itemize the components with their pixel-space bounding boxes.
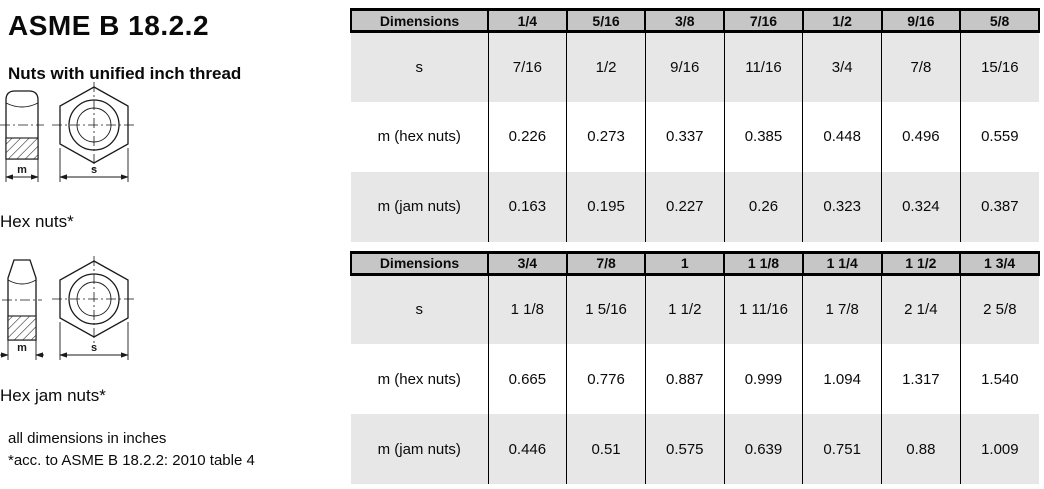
value-cell: 0.273 [566,101,646,172]
page-title: ASME B 18.2.2 [8,10,210,41]
row-label: s [351,31,489,102]
header-size: 3/8 [644,8,726,33]
value-cell: 0.496 [881,101,961,172]
value-cell: 1 11/16 [723,274,804,344]
value-cell: 0.999 [723,344,804,414]
value-cell: 0.324 [881,171,961,242]
header-size: 1 1/8 [723,250,804,276]
dim-label-s: s [91,164,97,176]
table-row: m (jam nuts) 0.163 0.195 0.227 0.26 0.323 0.32… [351,171,1039,242]
dim-label-m: m [17,342,27,354]
value-cell: 0.337 [644,101,725,172]
footnote-standard-ref: *acc. to ASME B 18.2.2: 2010 table 4 [8,451,255,469]
value-cell: 0.195 [566,171,646,242]
table-row: m (hex nuts) 0.665 0.776 0.887 0.999 1.094 1.3… [351,344,1039,414]
header-size: 3/4 [487,250,568,276]
hex-jam-nut-front-view: s [52,256,136,360]
dim-label-m: m [17,164,27,176]
value-cell: 1.540 [959,344,1039,414]
value-cell: 0.448 [802,101,883,172]
value-cell: 1.009 [959,414,1039,484]
value-cell: 2 1/4 [881,274,961,344]
value-cell: 0.665 [487,344,568,414]
value-cell: 0.446 [487,414,568,484]
value-cell: 7/8 [881,31,961,102]
hex-nut-side-view: m [0,90,44,182]
value-cell: 0.163 [487,171,568,242]
value-cell: 1 1/2 [644,274,725,344]
header-dimensions: Dimensions [350,250,489,276]
value-cell: 0.387 [959,171,1039,242]
header-row: Dimensions 3/4 7/8 1 1 1/8 1 1/4 1 1/2 1 3/4 [350,250,1040,276]
tables-column: Dimensions 1/4 5/16 3/8 7/16 1/2 9/16 5/8 s 7/16 1… [350,8,1040,484]
header-size: 1 3/4 [959,250,1040,276]
value-cell: 0.559 [959,101,1039,172]
header-size: 1 1/4 [801,250,883,276]
value-cell: 9/16 [644,31,725,102]
header-row: Dimensions 1/4 5/16 3/8 7/16 1/2 9/16 5/8 [350,8,1040,33]
header-size: 1/4 [487,8,568,33]
hex-jam-nut-caption: Hex jam nuts* [0,386,106,405]
value-cell: 0.751 [802,414,883,484]
value-cell: 7/16 [487,31,568,102]
row-label: s [351,274,489,344]
value-cell: 1.094 [802,344,883,414]
value-cell: 1/2 [566,31,646,102]
footnotes: all dimensions in inches *acc. to ASME B… [8,428,255,472]
value-cell: 0.385 [723,101,804,172]
hex-jam-nut-figure: m s Hex jam nuts* [0,252,140,406]
table-row: s 7/16 1/2 9/16 11/16 3/4 7/8 15/16 [351,31,1039,102]
dim-label-s: s [91,342,97,354]
header-size: 9/16 [880,8,962,33]
value-cell: 1 5/16 [566,274,646,344]
row-label: m (jam nuts) [351,171,489,242]
header-size: 7/16 [723,8,804,33]
value-cell: 0.51 [566,414,646,484]
hex-jam-nut-drawing: m s [0,256,136,360]
header-size: 5/16 [565,8,647,33]
value-cell: 0.226 [487,101,568,172]
header-size: 5/8 [959,8,1040,33]
value-cell: 0.26 [723,171,804,242]
dimension-table-2: Dimensions 3/4 7/8 1 1 1/8 1 1/4 1 1/2 1 3/4 s 1 … [350,250,1040,484]
row-label: m (hex nuts) [351,101,489,172]
left-column: ASME B 18.2.2 Nuts with unified inch thr… [8,10,343,84]
value-cell: 0.639 [723,414,804,484]
value-cell: 0.88 [881,414,961,484]
value-cell: 0.887 [644,344,725,414]
value-cell: 0.323 [802,171,883,242]
header-size: 1 1/2 [880,250,962,276]
header-dimensions: Dimensions [350,8,489,33]
row-label: m (jam nuts) [351,414,489,484]
table-row: m (hex nuts) 0.226 0.273 0.337 0.385 0.448 0.4… [351,101,1039,172]
hex-nut-figure: m s Hex nuts* [0,82,140,232]
page-subtitle: Nuts with unified inch thread [8,64,242,83]
value-cell: 0.227 [644,171,725,242]
value-cell: 1 1/8 [487,274,568,344]
value-cell: 0.575 [644,414,725,484]
footnote-dimensions: all dimensions in inches [8,430,167,447]
header-size: 1/2 [801,8,883,33]
hex-jam-nut-side-view: m [0,259,44,360]
hex-nut-caption: Hex nuts* [0,212,74,231]
value-cell: 3/4 [802,31,883,102]
header-size: 7/8 [565,250,647,276]
value-cell: 0.776 [566,344,646,414]
value-cell: 11/16 [723,31,804,102]
hex-nut-drawing: m s [0,82,136,182]
value-cell: 2 5/8 [959,274,1039,344]
value-cell: 1 7/8 [802,274,883,344]
row-label: m (hex nuts) [351,344,489,414]
header-size: 1 [644,250,726,276]
value-cell: 1.317 [881,344,961,414]
table-row: m (jam nuts) 0.446 0.51 0.575 0.639 0.751 0.88… [351,414,1039,484]
dimension-table-1: Dimensions 1/4 5/16 3/8 7/16 1/2 9/16 5/8 s 7/16 1… [350,8,1040,242]
hex-nut-front-view: s [52,82,136,182]
value-cell: 15/16 [959,31,1039,102]
